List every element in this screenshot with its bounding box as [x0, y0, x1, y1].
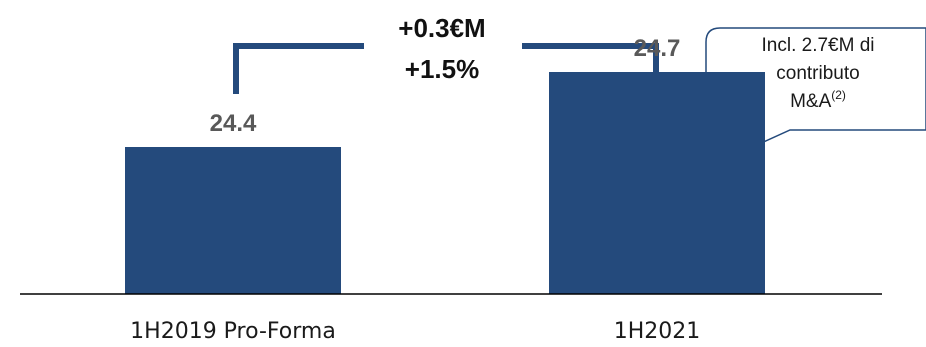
callout-footnote: (2)	[831, 88, 846, 102]
bar-1h2021	[549, 72, 765, 294]
callout-line-2: contributo	[776, 63, 859, 84]
delta-percent: +1.5%	[405, 54, 479, 84]
callout-line-1: Incl. 2.7€M di	[762, 35, 875, 56]
category-label-1h2021: 1H2021	[614, 319, 701, 344]
delta-bracket-left	[233, 43, 364, 94]
delta-bracket-right	[522, 43, 659, 74]
callout-ma: M&A	[790, 91, 832, 112]
category-label-1h2019-pro-forma: 1H2019 Pro-Forma	[130, 319, 336, 344]
bar-1h2019-pro-forma	[125, 147, 341, 294]
value-label-1h2021: 24.7	[634, 35, 681, 62]
callout-line-3: M&A(2)	[790, 88, 846, 112]
value-label-1h2019: 24.4	[210, 110, 257, 137]
delta-absolute: +0.3€M	[398, 13, 485, 43]
